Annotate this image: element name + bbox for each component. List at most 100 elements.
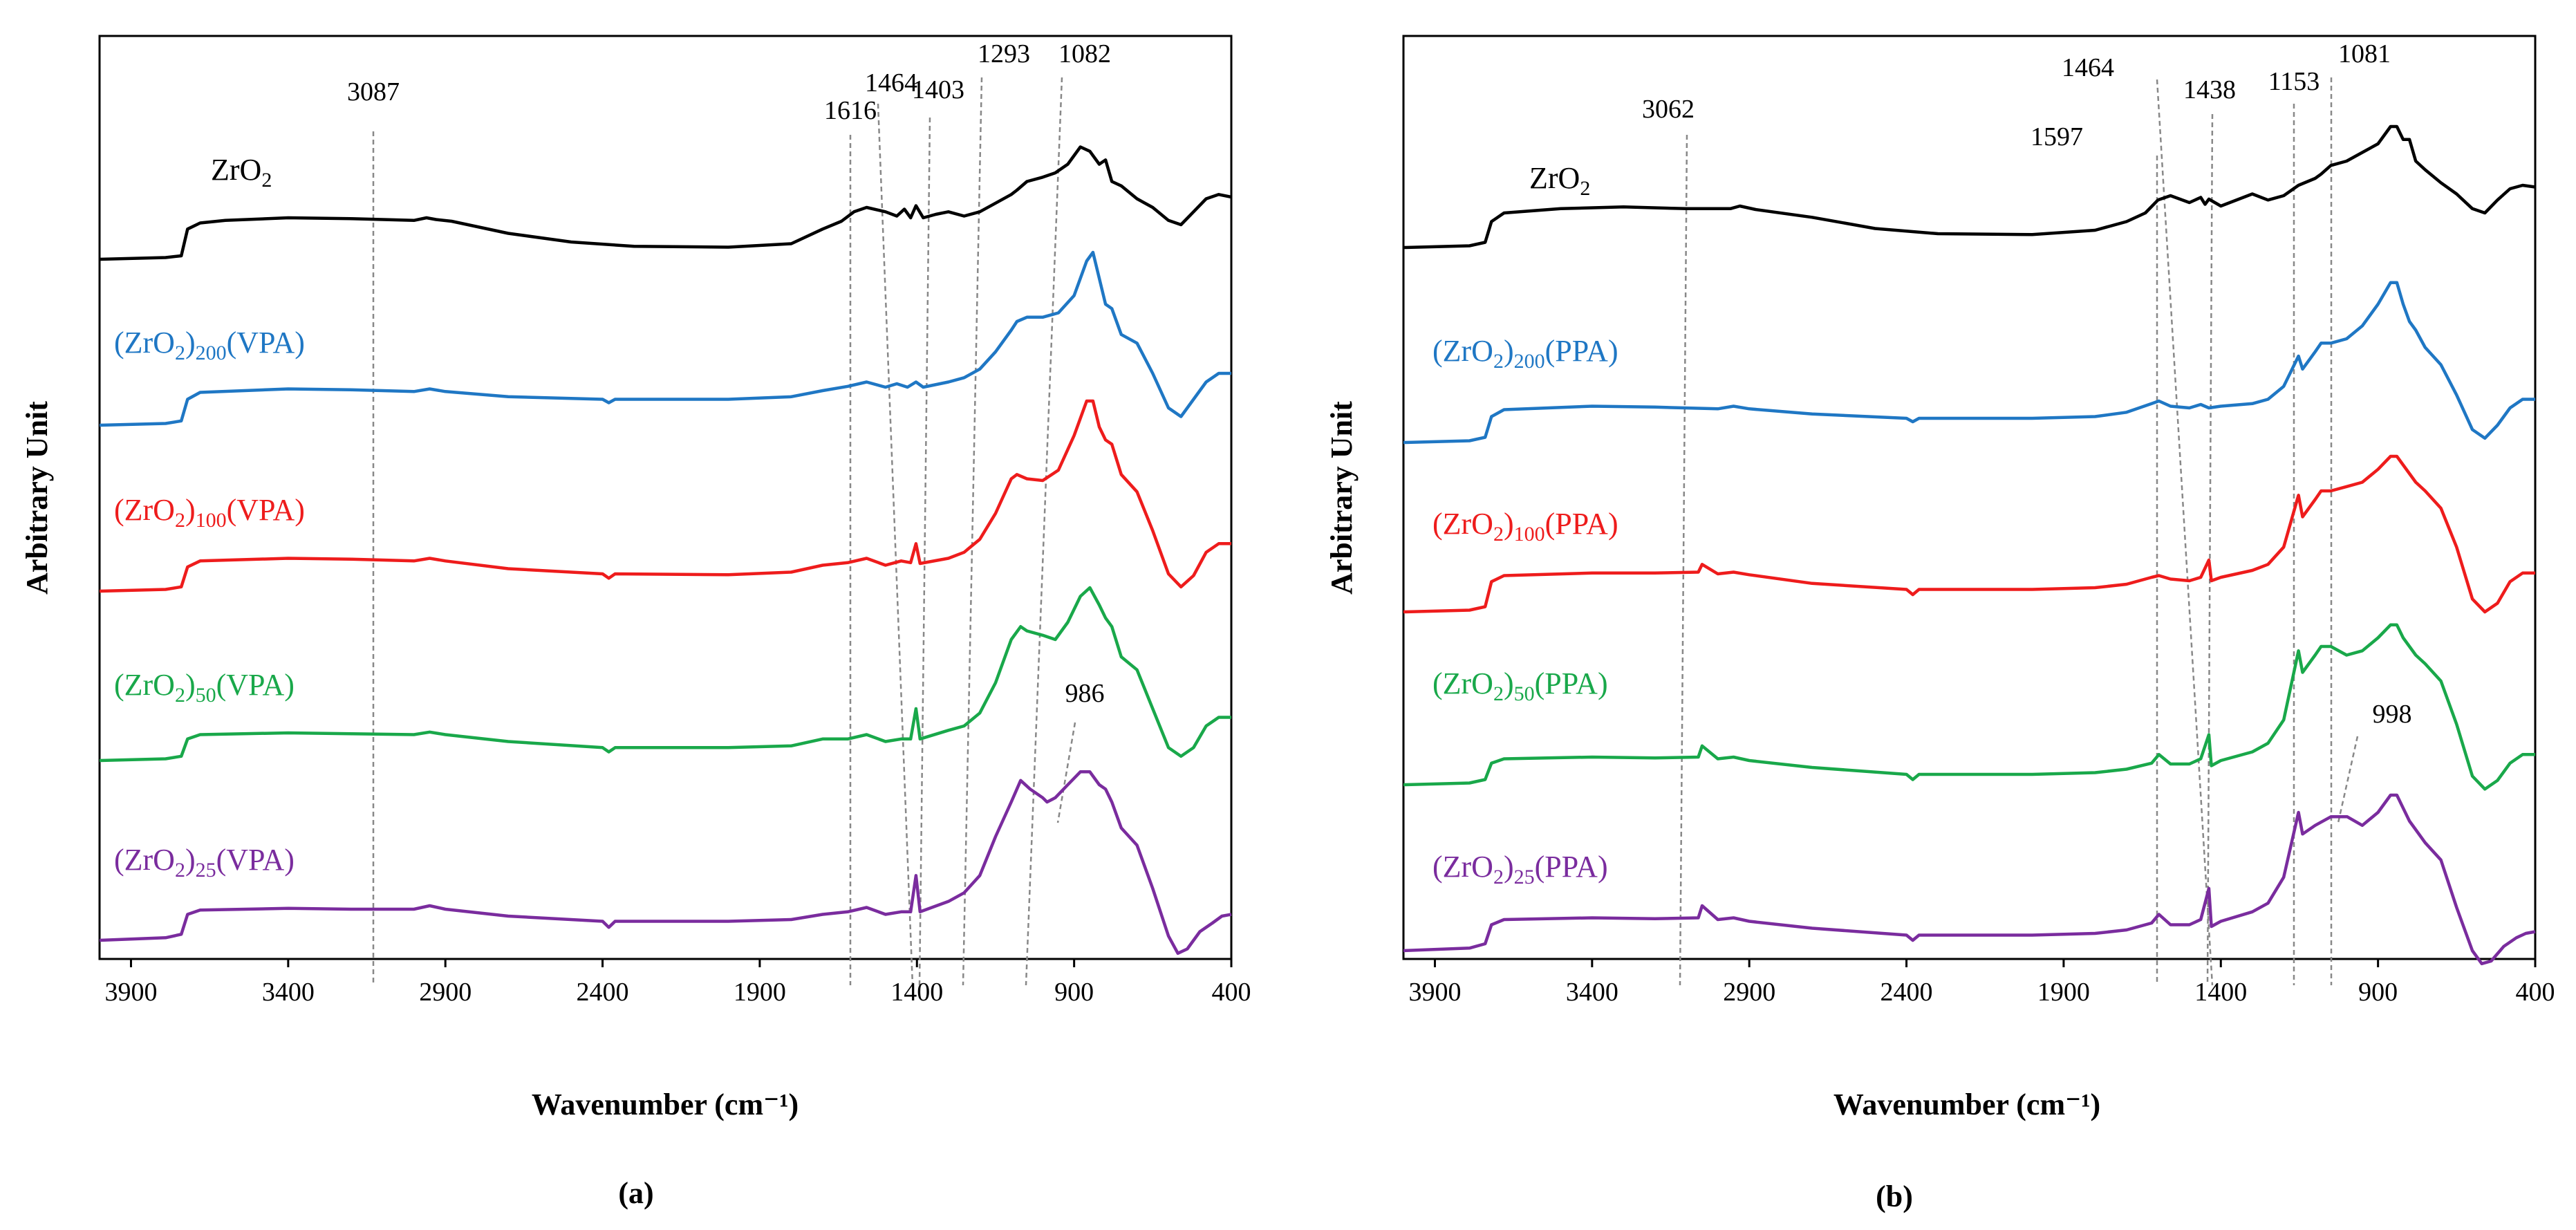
annotation-label: 1081: [2338, 39, 2391, 68]
annotation-guide: [962, 77, 983, 986]
annotation-label: 1293: [978, 39, 1030, 68]
series-labels: ZrO2(ZrO2)200(PPA)(ZrO2)100(PPA)(ZrO2)50…: [1432, 161, 1618, 888]
series-line: [99, 770, 1232, 956]
x-tick-label: 1900: [734, 978, 786, 1007]
series-label: (ZrO2)50(PPA): [1432, 667, 1608, 705]
series-label: ZrO2: [1529, 161, 1590, 200]
series-label-part: (ZrO: [114, 843, 175, 877]
series-label-part: 25: [1514, 866, 1535, 888]
series-label-part: (ZrO: [1432, 667, 1493, 700]
annotation-guide: [877, 103, 914, 986]
series-label-part: (ZrO: [114, 493, 175, 527]
series-lines: [99, 145, 1232, 956]
series-label-part: ZrO: [1529, 161, 1580, 195]
annotation-label: 1597: [2031, 122, 2083, 151]
series-labels: ZrO2(ZrO2)200(VPA)(ZrO2)100(VPA)(ZrO2)50…: [114, 153, 305, 882]
series-label-part: (PPA): [1535, 667, 1608, 700]
x-axis-label: Wavenumber (cm⁻¹): [532, 1088, 799, 1121]
annotation-label: 1438: [2183, 75, 2236, 104]
x-tick-label: 400: [2516, 978, 2555, 1007]
annotation-label: 1464: [2062, 53, 2114, 82]
series-label: (ZrO2)200(VPA): [114, 326, 305, 364]
series-label-part: (ZrO: [1432, 850, 1493, 884]
x-tick-label: 900: [2358, 978, 2398, 1007]
annotation-label: 3087: [347, 77, 400, 106]
x-tick-label: 2900: [419, 978, 472, 1007]
series-label-part: (VPA): [216, 668, 295, 702]
series-label-part: (PPA): [1545, 507, 1618, 541]
annotation-label: 1464: [865, 68, 917, 97]
series-line: [1403, 454, 2535, 614]
series-line: [1403, 124, 2536, 250]
plot-frame: [1402, 35, 2537, 960]
series-line: [1403, 623, 2535, 791]
annotation-guide: [1056, 722, 1076, 823]
series-label-part: 2: [175, 342, 185, 364]
x-axis-label: Wavenumber (cm⁻¹): [1833, 1088, 2100, 1121]
series-label-part: 25: [196, 859, 216, 882]
series-line: [99, 250, 1231, 427]
series-label-part: 50: [196, 684, 216, 707]
series-label-part: ): [185, 843, 196, 877]
x-tick-label: 1900: [2037, 978, 2090, 1007]
series-label-part: 200: [1514, 350, 1545, 373]
series-label-part: 2: [175, 509, 185, 532]
series-label-part: ): [185, 493, 196, 527]
annotation-guide: [918, 117, 931, 986]
series-label-part: 50: [1514, 682, 1535, 705]
annotation-label: 1153: [2268, 67, 2320, 96]
annotation-label: 998: [2373, 700, 2412, 729]
annotation-label: 1403: [912, 75, 964, 104]
x-tick-label: 2900: [1723, 978, 1775, 1007]
x-tick-label: 3900: [104, 978, 157, 1007]
series-line: [99, 586, 1231, 763]
series-label: ZrO2: [211, 153, 272, 192]
series-label-part: 2: [1580, 177, 1590, 200]
series-label: (ZrO2)100(PPA): [1432, 507, 1618, 546]
annotation-guide: [1025, 77, 1063, 986]
series-label-part: ): [1504, 507, 1514, 541]
series-label-part: 2: [261, 169, 272, 192]
series-label-part: ): [185, 668, 196, 702]
series-label-part: (VPA): [227, 493, 305, 527]
series-label-part: (ZrO: [114, 668, 175, 702]
annotation-guides: 3062 1597 1464 1438 1153 1081 998: [1642, 39, 2412, 986]
series-label-part: 2: [1493, 523, 1504, 546]
series-label-part: 2: [175, 684, 185, 707]
series-label-part: (PPA): [1535, 850, 1608, 884]
series-label-part: 2: [1493, 350, 1504, 373]
x-tick-label: 400: [1212, 978, 1251, 1007]
annotation-label: 1082: [1058, 39, 1111, 68]
x-tick-label: 3400: [1566, 978, 1618, 1007]
annotation-guide: [2156, 79, 2214, 986]
series-label: (ZrO2)50(VPA): [114, 668, 295, 707]
x-tick-label: 3400: [262, 978, 315, 1007]
series-lines: [1403, 124, 2536, 966]
series-label: (ZrO2)25(PPA): [1432, 850, 1608, 888]
series-label-part: ): [1504, 667, 1514, 700]
series-label-part: (ZrO: [114, 326, 175, 360]
series-label-part: 200: [196, 342, 227, 364]
x-tick-label: 3900: [1408, 978, 1461, 1007]
series-label: (ZrO2)25(VPA): [114, 843, 295, 882]
y-axis-label: Arbitrary Unit: [20, 401, 54, 595]
annotation-label: 3062: [1642, 95, 1695, 124]
series-label-part: 2: [1493, 866, 1504, 888]
series-label-part: ): [1504, 334, 1514, 368]
annotation-label: 986: [1065, 679, 1105, 708]
x-tick-label: 2400: [1880, 978, 1933, 1007]
series-label-part: 2: [175, 859, 185, 882]
series-label-part: 100: [196, 509, 227, 532]
series-label-part: (PPA): [1545, 334, 1618, 368]
series-line: [1403, 793, 2536, 966]
x-ticks: 3900 3400 2900 2400 1900 1400 900 400: [104, 959, 1251, 1007]
annotation-guide: [2337, 736, 2359, 823]
series-label-part: 2: [1493, 682, 1504, 705]
series-line: [99, 145, 1232, 261]
series-line: [1403, 281, 2535, 445]
series-label-part: (VPA): [216, 843, 295, 877]
panel-label: (a): [618, 1176, 653, 1210]
